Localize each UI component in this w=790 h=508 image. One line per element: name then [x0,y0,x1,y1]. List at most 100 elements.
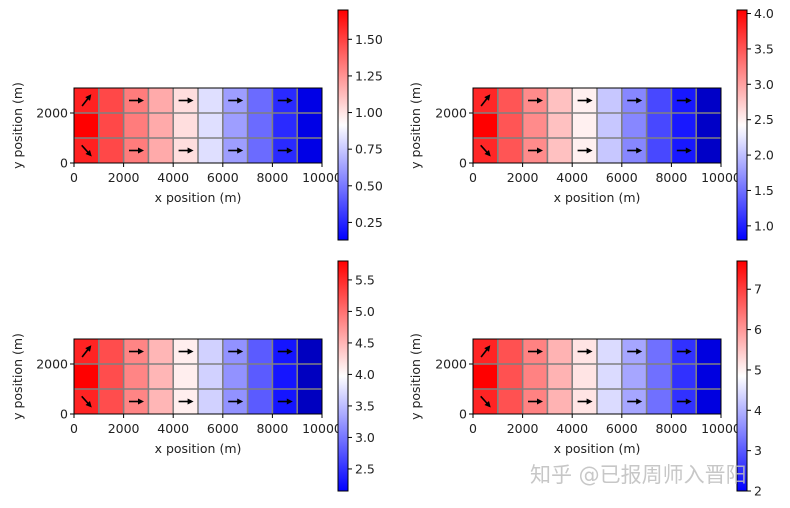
arrow-head [484,149,491,157]
quiver-arrow [627,398,643,405]
y-tick-label: 2000 [36,106,68,121]
axes-frame [472,338,722,415]
quiver-arrow [480,395,491,408]
heatmap-cell [148,113,174,138]
heatmap-cell [696,339,721,364]
x-tick-label: 4000 [556,170,588,185]
arrow-shaft [480,144,489,154]
heatmap-cell [98,138,124,163]
colorbar-tick-label: 4.5 [355,335,375,350]
heatmap-cell [198,364,223,389]
heatmap-cell [247,113,273,138]
heatmap-cell [696,138,721,163]
quiver-arrow [577,147,593,154]
colorbar-tick-label: 5 [754,362,762,377]
x-tick-label: 10000 [701,421,741,436]
colorbar-tick-label: 1.0 [754,218,774,233]
heatmap-cell [646,88,672,113]
heatmap-cell [572,364,597,389]
arrow-head [537,97,543,104]
heatmap-cell [597,389,622,414]
x-tick-label: 4000 [157,170,189,185]
quiver-arrow [81,94,92,107]
y-tick-label: 0 [60,156,68,171]
heatmap-cell [497,364,523,389]
arrow-head [636,398,643,405]
x-tick-label: 2000 [108,170,140,185]
arrow-head [586,398,593,405]
quiver-arrow [129,97,144,104]
heatmap-cell [547,389,573,414]
heatmap-cell [272,364,298,389]
colorbar-tick-label: 2.0 [754,148,774,163]
heatmap-cell [74,113,99,138]
heatmap-cell [473,113,498,138]
heatmap-cell [297,389,322,414]
quiver-arrow [577,348,593,355]
heatmap-cell [646,339,672,364]
quiver-arrow [178,147,194,154]
colorbar-tick-label: 5.5 [355,272,375,287]
heatmap-cell [597,113,622,138]
heatmap-cell [621,113,647,138]
heatmap-cell [98,364,124,389]
subplot-top-right: 0 2000 4000 6000 8000 10000 0 2000 x position (m… [408,6,774,241]
heatmap-cell [148,88,174,113]
quiver-arrow [480,94,491,107]
heatmap-cell [572,113,597,138]
arrow-head [484,94,491,101]
colorbar-tick-label: 1.00 [355,105,383,120]
arrow-shaft [480,395,489,405]
x-tick-label: 8000 [256,421,288,436]
arrow-head [484,345,491,352]
heatmap-cell [198,339,223,364]
heatmap-cell [198,113,223,138]
arrow-shaft [480,97,488,107]
quiver-arrow [228,97,244,104]
heatmap-cell [547,364,573,389]
x-tick-label: 0 [469,421,477,436]
heatmap-cell [247,88,273,113]
colorbar [337,9,349,241]
quiver-arrow [676,147,692,154]
heatmap-cell [297,364,322,389]
colorbar-tick-label: 1.5 [754,183,774,198]
x-tick-label: 2000 [507,170,539,185]
heatmap-cell [247,339,273,364]
heatmap-cell [646,389,672,414]
heatmap-cell [646,138,672,163]
colorbar-tick-label: 2 [754,484,762,499]
heatmap-cell [671,113,697,138]
quiver-arrow [528,398,543,405]
x-tick-label: 0 [469,170,477,185]
heatmap-cell [123,364,149,389]
subplot-top-left: 0 2000 4000 6000 8000 10000 0 2000 x position (m… [10,9,383,241]
quiver-arrow [228,348,244,355]
quiver-arrow [81,144,92,157]
colorbar-tick-label: 3 [754,443,762,458]
heatmap-cell [696,364,721,389]
colorbar-tick-label: 1.25 [355,68,383,83]
colorbar-tick-label: 4 [754,403,762,418]
quiver-arrow [129,147,144,154]
colorbar-tick-label: 4.0 [355,367,375,382]
arrow-head [237,398,244,405]
x-tick-label: 10000 [302,421,342,436]
quiver-arrow [81,345,92,358]
heatmap-cell [696,88,721,113]
heatmap-cell [497,389,523,414]
arrow-shaft [81,348,89,358]
arrow-head [685,147,692,154]
heatmap-cell [671,364,697,389]
arrow-head [237,147,244,154]
quiver-arrow [577,398,593,405]
colorbar-tick-label: 1.50 [355,32,383,47]
arrow-head [586,97,593,104]
arrow-head [636,147,643,154]
heatmap-cell [272,113,298,138]
arrow-head [636,348,643,355]
heatmap-cell [473,364,498,389]
heatmap-cell [497,339,523,364]
quiver-arrow [228,398,244,405]
x-axis-label: x position (m) [554,441,641,456]
